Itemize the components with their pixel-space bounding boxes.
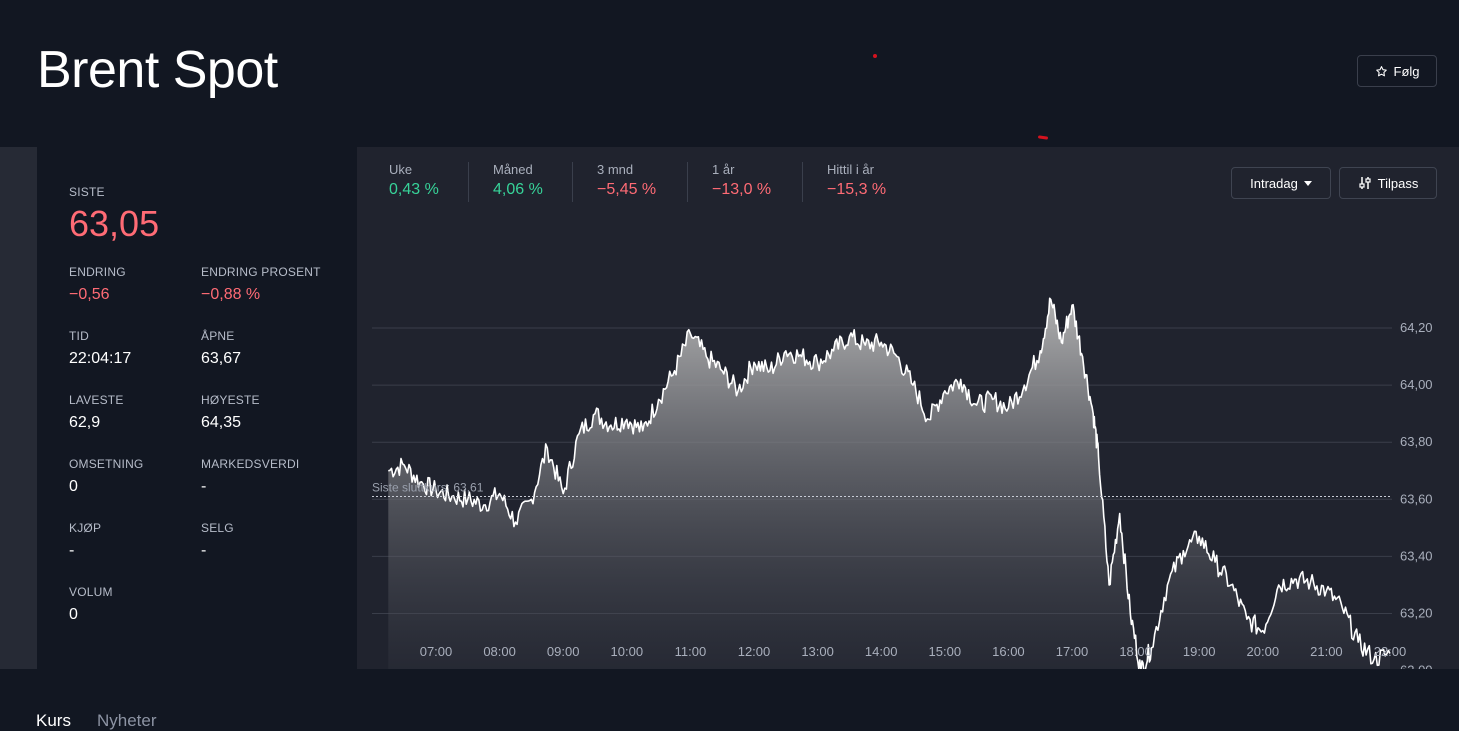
price-area xyxy=(388,298,1390,669)
x-tick-label: 14:00 xyxy=(865,644,898,659)
x-tick-label: 12:00 xyxy=(738,644,771,659)
x-tick-label: 17:00 xyxy=(1056,644,1089,659)
hoyeste-label: HØYESTE xyxy=(201,393,260,407)
period-value: −5,45 % xyxy=(597,181,657,198)
y-tick-label: 64,00 xyxy=(1400,377,1433,392)
period-1y[interactable]: 1 år −13,0 % xyxy=(712,162,771,202)
period-label: 1 år xyxy=(712,162,735,177)
period-3m[interactable]: 3 mnd −5,45 % xyxy=(597,162,656,202)
siste-label: SISTE xyxy=(69,185,105,199)
tab-nyheter[interactable]: Nyheter xyxy=(97,711,157,730)
range-label: Intradag xyxy=(1250,175,1298,191)
decorative-dash xyxy=(1037,135,1049,140)
customize-button[interactable]: Tilpass xyxy=(1339,167,1437,199)
endring-value: −0,56 xyxy=(69,286,110,303)
range-dropdown[interactable]: Intradag xyxy=(1231,167,1331,199)
header: Brent Spot Følg xyxy=(0,0,1459,147)
star-icon xyxy=(1375,65,1387,76)
x-tick-label: 07:00 xyxy=(420,644,453,659)
divider xyxy=(687,162,688,202)
y-tick-label: 63,00 xyxy=(1400,663,1433,669)
period-label: Måned xyxy=(493,162,533,177)
page-title: Brent Spot xyxy=(37,41,278,99)
endring-prosent-label: ENDRING PROSENT xyxy=(201,265,321,279)
endring-prosent-value: −0,88 % xyxy=(201,286,261,303)
price-chart[interactable]: Siste sluttkurs: 63,61 07:00 08:00 09:00 10… xyxy=(357,147,1459,669)
caret-down-icon xyxy=(1303,180,1312,186)
x-tick-label: 18:00 xyxy=(1119,644,1152,659)
hoyeste-value: 64,35 xyxy=(201,414,242,431)
x-tick-label: 19:00 xyxy=(1183,644,1216,659)
endring-label: ENDRING xyxy=(69,265,126,279)
period-label: Hittil i år xyxy=(827,162,874,177)
customize-label: Tilpass xyxy=(1377,175,1419,191)
kjop-value: - xyxy=(69,542,75,559)
tabs-bar: Kurs Nyheter xyxy=(0,669,1459,730)
selg-value: - xyxy=(201,542,207,559)
x-tick-label: 15:00 xyxy=(929,644,962,659)
x-tick-label: 11:00 xyxy=(675,644,707,659)
kjop-label: KJØP xyxy=(69,521,102,535)
period-value: 0,43 % xyxy=(389,181,439,198)
period-value: −13,0 % xyxy=(712,181,772,198)
tid-value: 22:04:17 xyxy=(69,350,132,367)
follow-button[interactable]: Følg xyxy=(1357,55,1437,87)
period-ytd[interactable]: Hittil i år −15,3 % xyxy=(827,162,886,202)
decorative-dot xyxy=(873,54,877,58)
selg-label: SELG xyxy=(201,521,234,535)
markedsverdi-label: MARKEDSVERDI xyxy=(201,457,300,471)
volum-label: VOLUM xyxy=(69,585,113,599)
sliders-icon xyxy=(1359,177,1371,189)
y-tick-label: 63,40 xyxy=(1400,548,1433,563)
omsetning-label: OMSETNING xyxy=(69,457,144,471)
x-tick-label: 16:00 xyxy=(992,644,1025,659)
markedsverdi-value: - xyxy=(201,478,207,495)
y-tick-label: 63,60 xyxy=(1400,491,1433,506)
apne-value: 63,67 xyxy=(201,350,242,367)
tab-kurs[interactable]: Kurs xyxy=(36,711,71,730)
reference-label: Siste sluttkurs: 63,61 xyxy=(372,480,484,494)
volum-value: 0 xyxy=(69,606,78,623)
period-value: 4,06 % xyxy=(493,181,543,198)
y-tick-label: 64,20 xyxy=(1400,320,1433,335)
x-tick-label: 08:00 xyxy=(483,644,516,659)
period-week[interactable]: Uke 0,43 % xyxy=(389,162,439,202)
price-line xyxy=(388,297,1391,669)
laveste-value: 62,9 xyxy=(69,414,101,431)
chart-panel: Uke 0,43 % Måned 4,06 % 3 mnd −5,45 % 1 … xyxy=(357,147,1459,669)
main-section: SISTE 63,05 ENDRING −0,56 ENDRING PROSEN… xyxy=(0,147,1459,669)
x-tick-label: 21:00 xyxy=(1310,644,1343,659)
period-label: 3 mnd xyxy=(597,162,634,177)
divider xyxy=(802,162,803,202)
siste-value: 63,05 xyxy=(69,203,160,244)
divider xyxy=(572,162,573,202)
period-value: −15,3 % xyxy=(827,181,887,198)
follow-label: Følg xyxy=(1393,63,1420,79)
x-tick-label: 20:00 xyxy=(1247,644,1280,659)
x-tick-label: 22:00 xyxy=(1374,644,1407,659)
omsetning-value: 0 xyxy=(69,478,78,495)
x-tick-label: 09:00 xyxy=(547,644,580,659)
period-label: Uke xyxy=(389,162,413,177)
x-tick-label: 10:00 xyxy=(611,644,644,659)
divider xyxy=(468,162,469,202)
tid-label: TID xyxy=(69,329,89,343)
apne-label: ÅPNE xyxy=(201,329,235,343)
laveste-label: LAVESTE xyxy=(69,393,124,407)
period-month[interactable]: Måned 4,06 % xyxy=(493,162,543,202)
x-tick-label: 13:00 xyxy=(801,644,834,659)
stats-panel: SISTE 63,05 ENDRING −0,56 ENDRING PROSEN… xyxy=(37,147,357,669)
y-tick-label: 63,80 xyxy=(1400,434,1433,449)
left-gutter xyxy=(0,147,37,669)
y-tick-label: 63,20 xyxy=(1400,606,1433,621)
